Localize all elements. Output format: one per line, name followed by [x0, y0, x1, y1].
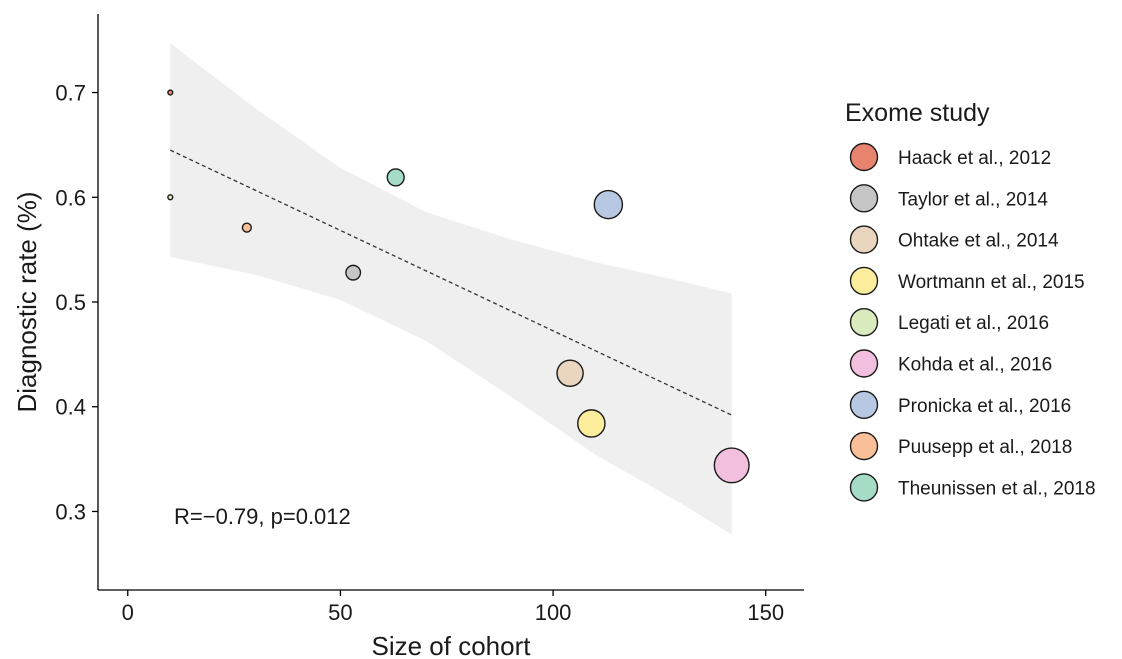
y-tick-label: 0.6	[55, 185, 86, 210]
y-tick-label: 0.7	[55, 81, 86, 106]
legend-key	[849, 473, 879, 502]
x-tick-label: 100	[535, 600, 572, 625]
data-point	[345, 264, 362, 281]
chart-annotation: R=−0.79, p=0.012	[174, 504, 351, 529]
data-point	[386, 168, 405, 187]
y-axis-label: Diagnostic rate (%)	[12, 191, 42, 412]
x-tick-label: 150	[747, 600, 784, 625]
legend-label: Wortmann et al., 2015	[898, 272, 1085, 293]
legend: Exome study Haack et al., 2012 Taylor et …	[845, 99, 1096, 502]
legend-key	[849, 142, 879, 172]
legend-label: Puusepp et al., 2018	[898, 437, 1072, 458]
legend-key	[849, 431, 879, 461]
y-tick-label: 0.5	[55, 290, 86, 315]
regression-line-layer	[170, 149, 732, 416]
axes: 0.3 0.4 0.5 0.6 0.7 0 50 100 150	[55, 14, 804, 625]
legend-key	[849, 225, 879, 254]
data-point	[167, 89, 174, 96]
x-tick-label: 50	[328, 600, 352, 625]
legend-label: Kohda et al., 2016	[898, 355, 1052, 376]
legend-key	[849, 390, 879, 419]
data-point	[167, 194, 174, 201]
confidence-band-layer	[170, 43, 732, 535]
regression-line	[170, 149, 732, 416]
y-tick-label: 0.3	[55, 499, 86, 524]
data-point	[577, 409, 606, 438]
legend-key	[849, 349, 879, 378]
legend-key	[849, 308, 879, 337]
legend-label: Theunissen et al., 2018	[898, 478, 1096, 499]
legend-label: Legati et al., 2016	[898, 313, 1049, 334]
legend-key	[849, 184, 879, 213]
legend-label: Ohtake et al., 2014	[898, 231, 1059, 252]
legend-key	[849, 266, 879, 296]
legend-title: Exome study	[845, 99, 990, 127]
x-tick-label: 0	[122, 600, 134, 625]
confidence-band	[170, 43, 732, 535]
data-point	[556, 359, 584, 387]
legend-label: Pronicka et al., 2016	[898, 396, 1071, 417]
legend-label: Haack et al., 2012	[898, 148, 1051, 169]
data-point	[713, 447, 750, 484]
data-point	[241, 222, 253, 233]
x-axis-label: Size of cohort	[372, 631, 532, 659]
y-tick-label: 0.4	[55, 395, 86, 420]
data-point	[593, 189, 624, 220]
legend-label: Taylor et al., 2014	[898, 189, 1048, 210]
data-points	[167, 89, 750, 484]
